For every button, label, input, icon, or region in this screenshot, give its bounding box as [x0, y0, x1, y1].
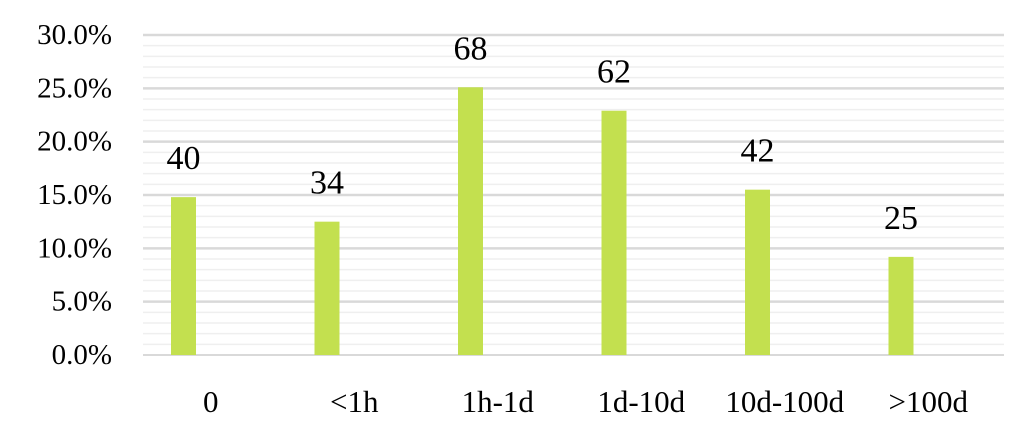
x-category-label: <1h [330, 384, 379, 419]
bars [171, 87, 914, 356]
data-label: 25 [884, 200, 918, 237]
data-label: 34 [310, 165, 344, 202]
bar [745, 189, 770, 355]
x-category-label: 1h-1d [462, 384, 535, 419]
bar [171, 197, 196, 355]
grid-lines [143, 33, 1004, 356]
y-tick-label: 5.0% [52, 286, 112, 318]
x-category-label: 10d-100d [725, 384, 844, 419]
data-labels: 40 34 68 62 42 25 [167, 30, 919, 237]
bar [888, 256, 914, 355]
x-axis-category-labels: 0 <1h 1h-1d 1d-10d 10d-100d >100d [203, 384, 968, 419]
bar [458, 87, 483, 356]
x-category-label: >100d [889, 384, 969, 419]
y-axis-tick-labels: 0.0% 5.0% 10.0% 15.0% 20.0% 25.0% 30.0% [37, 19, 112, 371]
y-tick-label: 20.0% [37, 126, 112, 158]
y-tick-label: 30.0% [37, 19, 112, 51]
y-tick-label: 25.0% [37, 72, 112, 104]
data-label: 68 [454, 30, 488, 67]
bar [314, 221, 340, 355]
y-tick-label: 10.0% [37, 232, 112, 264]
x-category-label: 0 [203, 384, 219, 419]
data-label: 62 [597, 54, 631, 91]
data-label: 42 [741, 133, 775, 170]
bar [601, 110, 627, 355]
y-tick-label: 0.0% [52, 339, 112, 371]
y-tick-label: 15.0% [37, 179, 112, 211]
x-category-label: 1d-10d [597, 384, 685, 419]
data-label: 40 [167, 140, 201, 177]
